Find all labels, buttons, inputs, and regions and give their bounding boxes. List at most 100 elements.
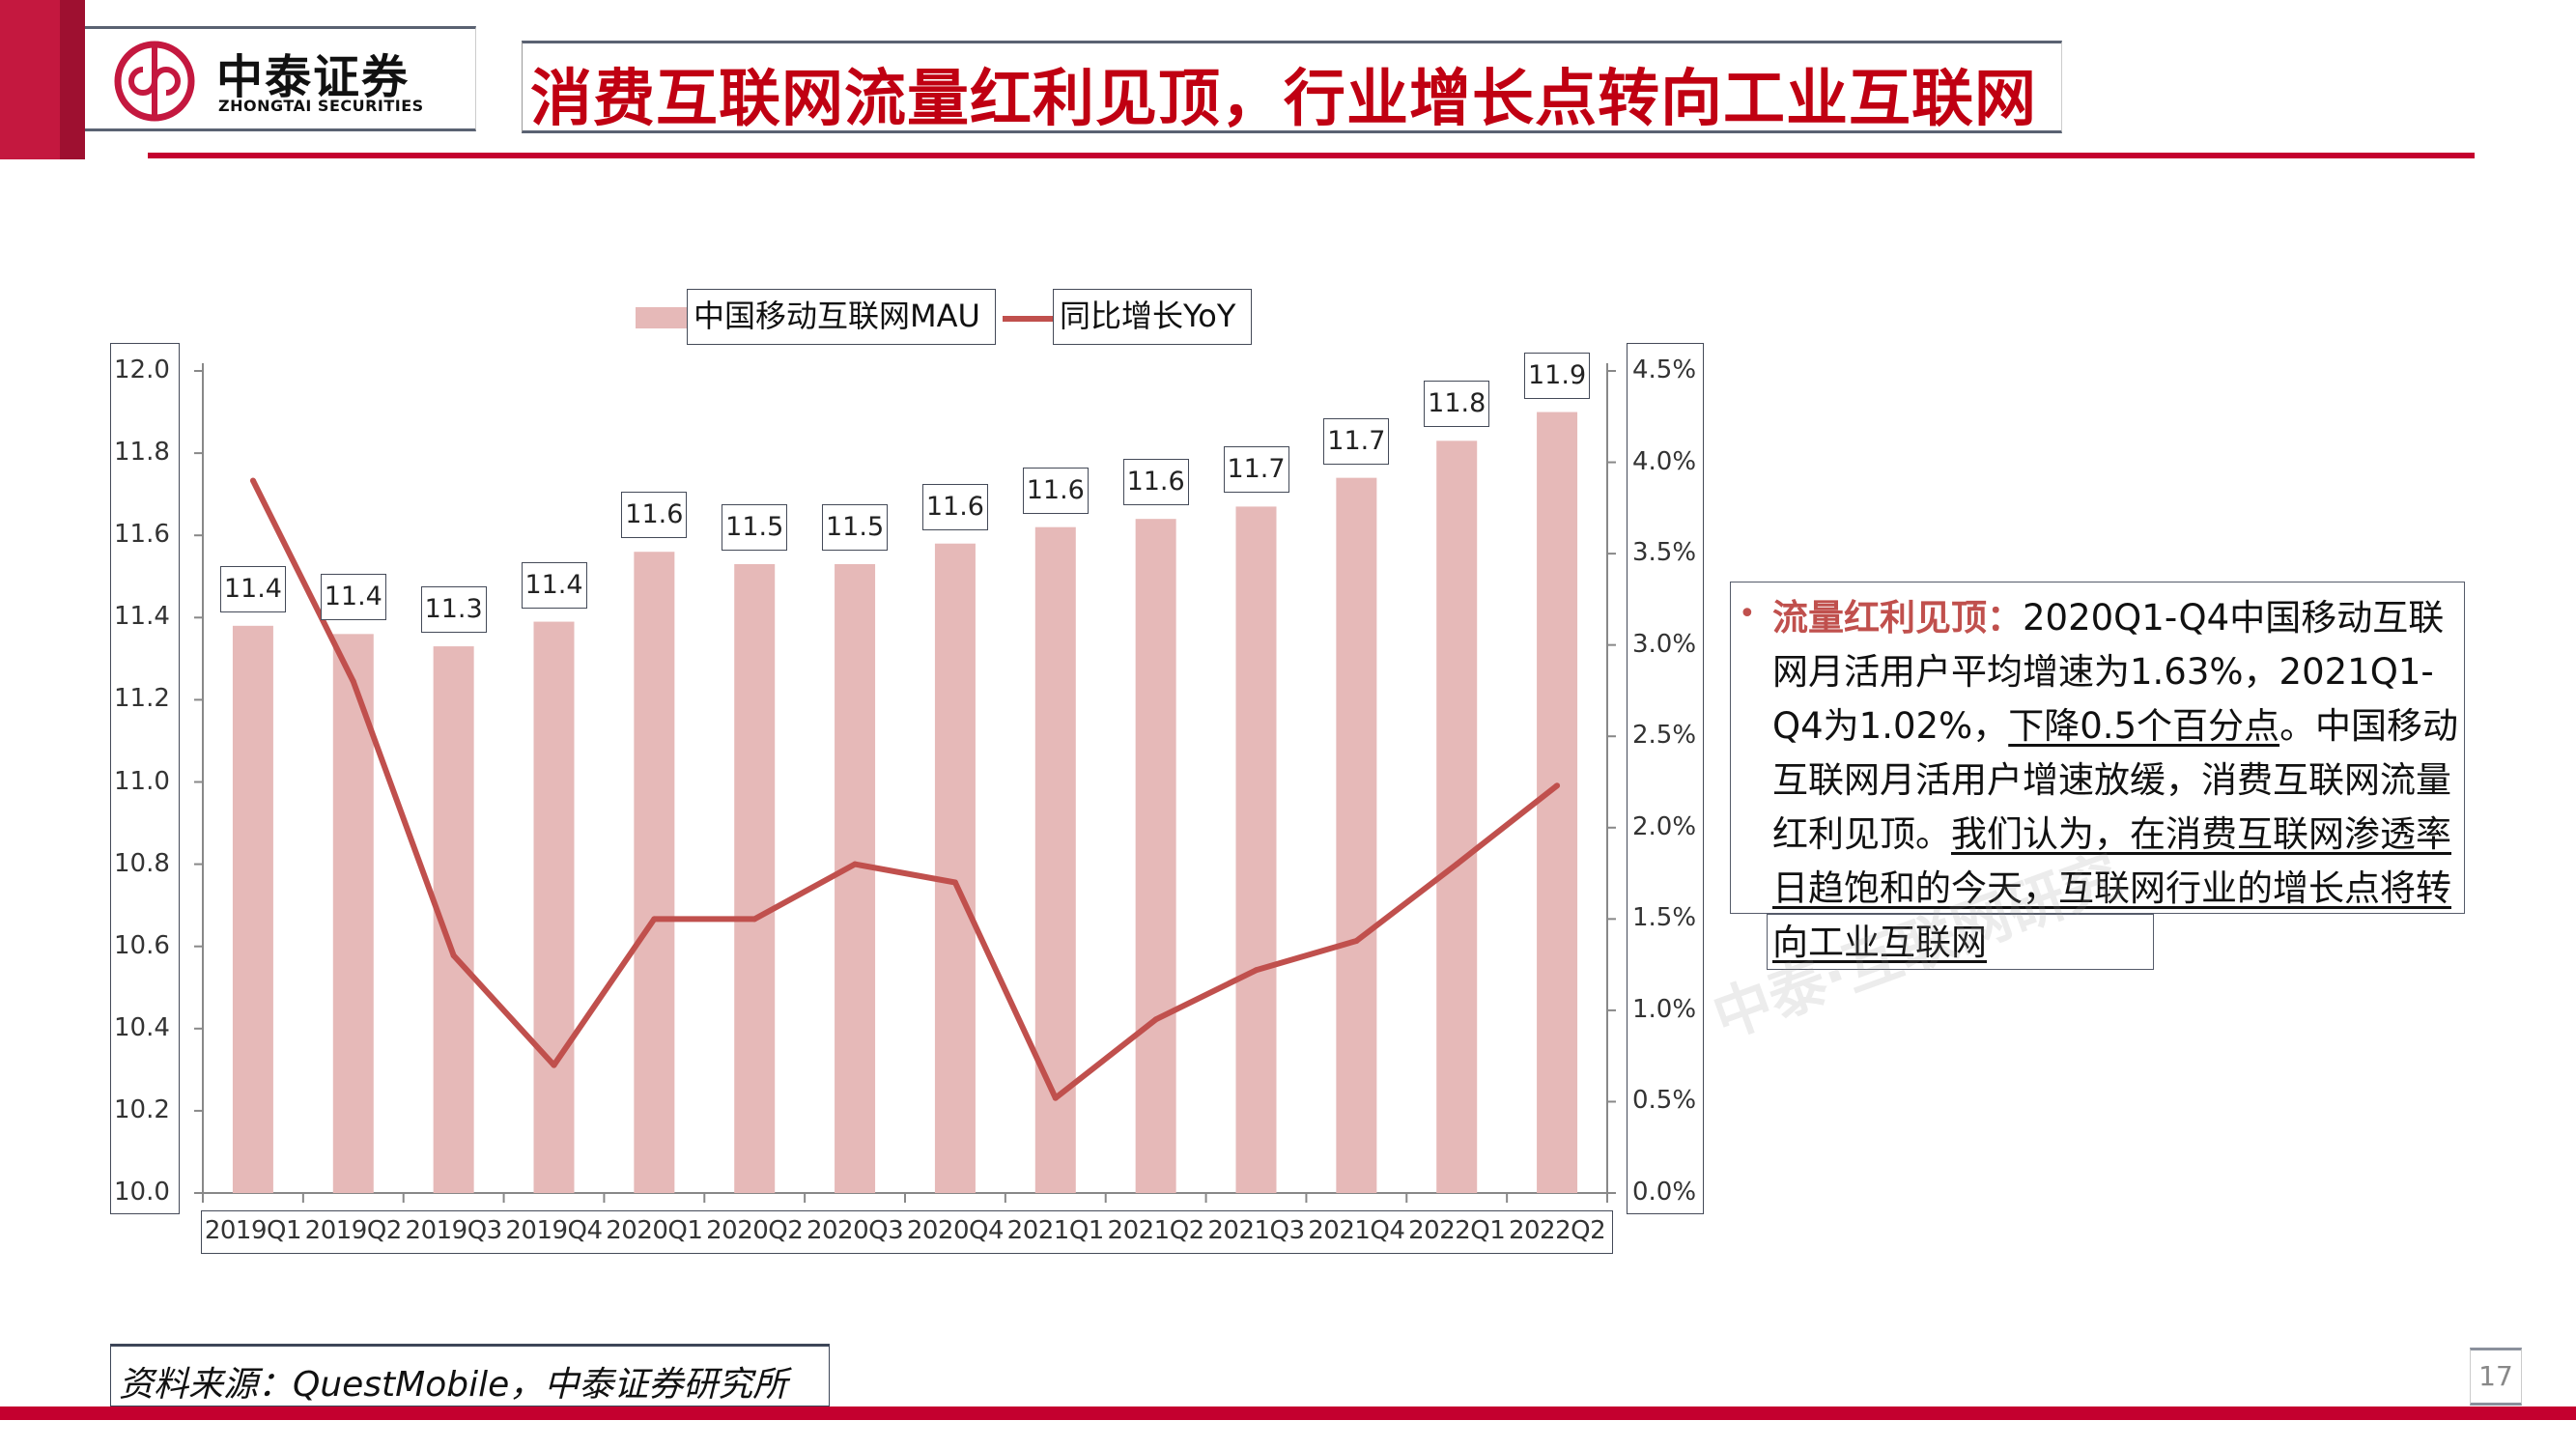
right-tick-label: 2.5% <box>1632 721 1697 751</box>
bar <box>835 563 876 1193</box>
yoy-point <box>450 952 457 959</box>
legend-line-swatch <box>1003 316 1055 322</box>
bar <box>634 552 675 1193</box>
yoy-point <box>1253 967 1260 974</box>
x-tick-label: 2021Q2 <box>1107 1216 1205 1245</box>
footer-bar <box>0 1406 2576 1420</box>
note-underline-1: 下降0.5个百分点 <box>2008 705 2280 747</box>
bar <box>734 563 776 1193</box>
category-axis-frame <box>201 1210 1613 1254</box>
yoy-point <box>1353 938 1360 945</box>
x-tick-label: 2020Q3 <box>806 1216 904 1245</box>
x-tick-label: 2020Q2 <box>706 1216 804 1245</box>
note-heading: 流量红利见顶： <box>1772 597 2023 639</box>
yoy-point <box>651 916 658 923</box>
bar <box>533 621 575 1193</box>
right-tick-label: 3.0% <box>1632 629 1697 659</box>
bar <box>1135 519 1176 1193</box>
left-tick-label: 11.2 <box>114 684 170 714</box>
x-tick-label: 2019Q2 <box>304 1216 403 1245</box>
left-axis-frame <box>110 343 180 1214</box>
bar <box>1235 506 1277 1193</box>
note-text-2: 。中国移动互联网月活用户增速放缓，消费互联网流量红利见顶。 <box>1772 705 2459 855</box>
source-box: 资料来源：QuestMobile，中泰证券研究所 <box>110 1344 830 1406</box>
title-divider <box>148 153 2475 158</box>
note-underline-2: 我们认为，在消费互联网渗透率日趋饱和的今天，互联网行业的增长点将转向工业互联网 <box>1772 813 2451 963</box>
bar-data-label: 11.5 <box>722 503 788 551</box>
bar <box>1034 526 1076 1193</box>
bar-data-label: 11.4 <box>521 561 587 609</box>
right-tick-label: 0.0% <box>1632 1178 1697 1207</box>
bar-data-label: 11.4 <box>219 565 286 612</box>
bar-data-label: 11.6 <box>1122 459 1189 506</box>
yoy-line <box>250 479 1559 1101</box>
right-tick-label: 1.0% <box>1632 994 1697 1024</box>
page-number: 17 <box>2470 1348 2522 1406</box>
left-tick-label: 10.2 <box>114 1094 170 1124</box>
right-tick-label: 4.0% <box>1632 446 1697 476</box>
legend-item-mau: 中国移动互联网MAU <box>687 289 996 345</box>
bar-data-label: 11.7 <box>1323 417 1390 465</box>
bar <box>1436 440 1478 1194</box>
bullet-icon: • <box>1739 597 1756 631</box>
logo-text-en: ZHONGTAI SECURITIES <box>218 97 424 115</box>
right-tick-label: 4.5% <box>1632 355 1697 384</box>
yoy-point <box>852 861 859 867</box>
x-tick-label: 2022Q2 <box>1508 1216 1606 1245</box>
yoy-point <box>1554 782 1561 789</box>
note-text: 流量红利见顶：2020Q1-Q4中国移动互联网月活用户平均增速为1.63%，20… <box>1772 591 2468 970</box>
bar <box>1336 477 1377 1193</box>
x-tick-label: 2021Q1 <box>1006 1216 1105 1245</box>
yoy-point <box>951 879 958 886</box>
brand-bar <box>0 0 85 159</box>
bar <box>332 634 374 1193</box>
left-tick-label: 10.6 <box>114 930 170 960</box>
legend-item-yoy: 同比增长YoY <box>1053 289 1252 345</box>
right-tick-label: 3.5% <box>1632 538 1697 568</box>
left-tick-label: 10.8 <box>114 848 170 878</box>
yoy-point <box>751 916 758 923</box>
bar-data-label: 11.4 <box>320 574 386 621</box>
bar <box>232 625 273 1193</box>
left-tick-label: 10.4 <box>114 1012 170 1042</box>
legend-bar-swatch <box>636 307 687 328</box>
bar-data-label: 11.7 <box>1223 446 1289 494</box>
right-axis-frame <box>1627 343 1704 1214</box>
bar-data-label: 11.9 <box>1524 352 1591 399</box>
bar-data-label: 11.6 <box>621 492 688 539</box>
right-tick-label: 1.5% <box>1632 903 1697 933</box>
yoy-point <box>1454 861 1460 867</box>
left-tick-label: 12.0 <box>114 355 170 384</box>
note-box <box>1730 582 2465 914</box>
x-tick-label: 2021Q3 <box>1207 1216 1305 1245</box>
x-tick-label: 2022Q1 <box>1408 1216 1506 1245</box>
x-tick-label: 2019Q3 <box>405 1216 503 1245</box>
x-tick-label: 2020Q4 <box>906 1216 1005 1245</box>
right-tick-label: 2.0% <box>1632 811 1697 841</box>
bar-data-label: 11.3 <box>420 586 487 634</box>
yoy-point <box>1052 1094 1059 1101</box>
logo-icon <box>114 41 195 122</box>
left-tick-label: 11.0 <box>114 766 170 796</box>
bar-data-label: 11.8 <box>1424 381 1490 428</box>
left-tick-label: 11.8 <box>114 438 170 468</box>
bar <box>1537 412 1578 1193</box>
left-tick-label: 11.4 <box>114 602 170 632</box>
source-text: 资料来源：QuestMobile，中泰证券研究所 <box>119 1365 788 1405</box>
yoy-point <box>1152 1016 1159 1023</box>
left-tick-label: 11.6 <box>114 520 170 550</box>
yoy-point <box>551 1062 557 1068</box>
logo-text-cn: 中泰证券 <box>216 50 410 104</box>
bar-data-label: 11.6 <box>921 483 988 530</box>
logo: 中泰证券 ZHONGTAI SECURITIES <box>85 26 476 131</box>
x-tick-label: 2020Q1 <box>606 1216 703 1245</box>
yoy-point <box>350 678 356 685</box>
bar-data-label: 11.5 <box>822 503 889 551</box>
note-text-1: 2020Q1-Q4中国移动互联网月活用户平均增速为1.63%，2021Q1-Q4… <box>1772 597 2445 747</box>
right-tick-label: 0.5% <box>1632 1086 1697 1116</box>
left-tick-label: 10.0 <box>114 1178 170 1207</box>
title-box: 消费互联网流量红利见顶，行业增长点转向工业互联网 <box>522 41 2062 135</box>
x-tick-label: 2019Q4 <box>505 1216 603 1245</box>
x-tick-label: 2019Q1 <box>204 1216 302 1245</box>
